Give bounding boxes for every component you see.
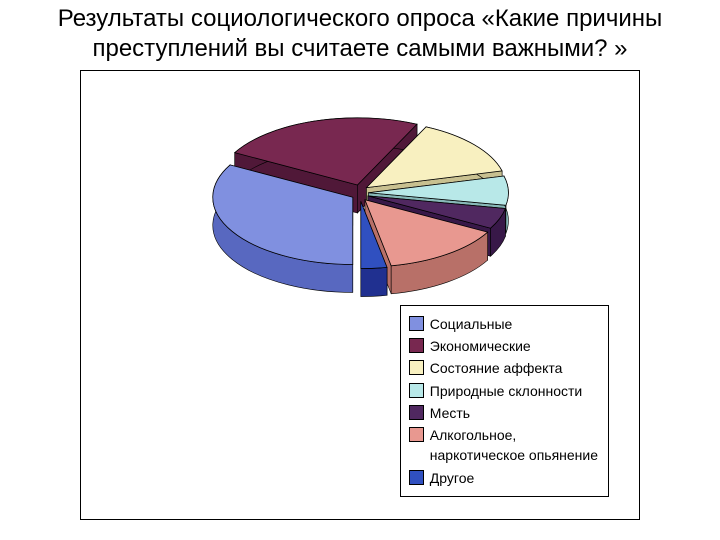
- legend: СоциальныеЭкономическиеСостояние аффекта…: [400, 305, 609, 497]
- pie-chart: [200, 101, 520, 306]
- legend-item: Социальные: [409, 314, 598, 334]
- chart-container: СоциальныеЭкономическиеСостояние аффекта…: [80, 70, 640, 520]
- legend-swatch: [409, 360, 424, 375]
- legend-label: Состояние аффекта: [430, 358, 563, 378]
- legend-swatch: [409, 470, 424, 485]
- legend-item: Экономические: [409, 336, 598, 356]
- legend-item: Месть: [409, 403, 598, 423]
- pie-slice-wall: [361, 267, 387, 296]
- legend-swatch: [409, 316, 424, 331]
- legend-item: Природные склонности: [409, 381, 598, 401]
- legend-swatch: [409, 383, 424, 398]
- legend-label: Месть: [430, 403, 470, 423]
- legend-label: Социальные: [430, 314, 513, 334]
- legend-item: Состояние аффекта: [409, 358, 598, 378]
- legend-label: Алкогольное, наркотическое опьянение: [430, 425, 598, 466]
- legend-swatch: [409, 427, 424, 442]
- legend-label: Другое: [430, 468, 474, 488]
- page-title: Результаты социологического опроса «Каки…: [0, 0, 720, 70]
- legend-item: Другое: [409, 468, 598, 488]
- legend-item: Алкогольное, наркотическое опьянение: [409, 425, 598, 466]
- legend-swatch: [409, 338, 424, 353]
- legend-label: Экономические: [430, 336, 531, 356]
- legend-label: Природные склонности: [430, 381, 582, 401]
- legend-swatch: [409, 405, 424, 420]
